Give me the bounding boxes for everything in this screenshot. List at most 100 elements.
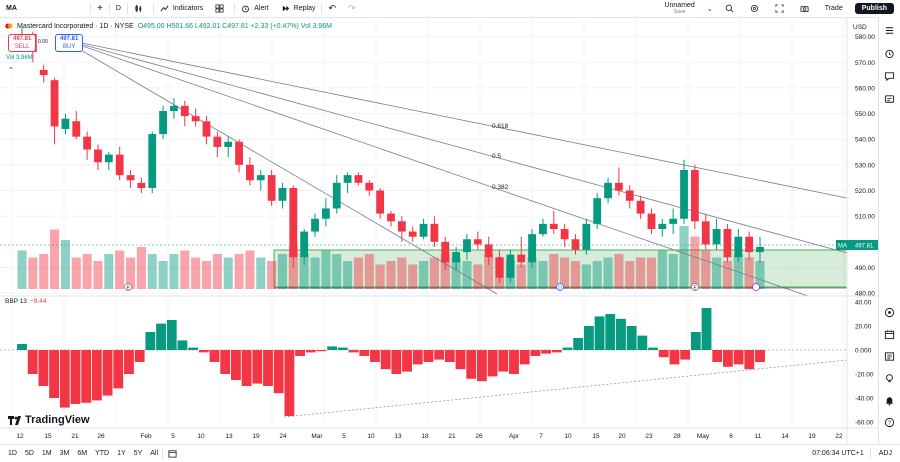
calendar-icon[interactable] xyxy=(884,329,895,340)
timeframe-5d[interactable]: 5D xyxy=(24,450,34,457)
fib-label-5: 0.5 xyxy=(492,153,501,160)
time-tick: 12 xyxy=(16,433,24,440)
replay-button[interactable]: Replay xyxy=(275,0,322,17)
earnings-marker xyxy=(691,283,699,291)
ideas-icon[interactable] xyxy=(884,373,895,384)
undo-button[interactable]: ↶ xyxy=(328,3,337,13)
chart-type-button[interactable] xyxy=(128,0,153,17)
bbp-bar xyxy=(476,350,487,382)
volume-bar xyxy=(169,254,179,289)
candle-body xyxy=(495,257,504,278)
layout-name-button[interactable]: Unnamed Save xyxy=(658,0,700,17)
bbp-bar xyxy=(744,350,755,370)
volume-bar xyxy=(28,257,38,289)
candle-body xyxy=(560,229,569,240)
spread-value: 0.00 xyxy=(38,39,48,45)
layouts-button[interactable] xyxy=(209,0,234,17)
timeframe-3m[interactable]: 3M xyxy=(59,450,70,457)
timeframe-6m[interactable]: 6M xyxy=(77,450,88,457)
bbp-bar xyxy=(701,308,712,350)
volume-bar xyxy=(267,261,277,289)
bbp-bar xyxy=(70,350,81,404)
publish-button[interactable]: Publish xyxy=(854,3,894,14)
candle-body xyxy=(343,175,352,183)
notifications-icon[interactable] xyxy=(884,395,895,406)
bbp-bar xyxy=(658,350,669,358)
time-tick: 20 xyxy=(618,433,626,440)
price-tick: 490.00 xyxy=(855,265,875,272)
timeframe-1d[interactable]: 1D xyxy=(8,450,17,457)
bbp-bar xyxy=(124,350,134,374)
quick-search-button[interactable] xyxy=(719,0,744,17)
chart-area[interactable]: 0.618 0.5 0.382 E D E USD 580.00570.0056… xyxy=(0,17,879,445)
adj-toggle[interactable]: ADJ xyxy=(878,450,892,457)
layout-menu-button[interactable]: ⌄ xyxy=(706,5,713,13)
timeframe-5y[interactable]: 5Y xyxy=(133,450,143,457)
timeframe-1m[interactable]: 1M xyxy=(41,450,52,457)
bbp-bar xyxy=(166,320,177,350)
price-tick: 580.00 xyxy=(855,34,875,41)
bbp-bar xyxy=(626,326,637,350)
add-symbol-button[interactable]: + xyxy=(97,3,103,14)
bbp-bar xyxy=(423,350,434,362)
watermark-text: TradingView xyxy=(25,414,90,426)
candle-body xyxy=(104,154,113,163)
divider xyxy=(162,448,164,459)
alarm-icon[interactable] xyxy=(884,48,895,59)
snapshot-button[interactable] xyxy=(794,0,819,17)
interval-button[interactable]: D xyxy=(110,0,127,17)
candle-body xyxy=(528,234,536,263)
date-range-icon[interactable] xyxy=(168,449,177,458)
candle-body xyxy=(170,105,178,111)
candle-body xyxy=(278,187,287,201)
price-tick: 510.00 xyxy=(855,214,875,221)
bbp-bar xyxy=(434,350,445,360)
fullscreen-button[interactable] xyxy=(769,0,794,17)
messages-icon[interactable] xyxy=(884,94,895,105)
time-tick: 13 xyxy=(394,433,402,440)
time-tick: 7 xyxy=(539,433,543,440)
sell-button[interactable]: 497.81 SELL xyxy=(8,34,37,52)
alert-button[interactable]: Alert xyxy=(235,0,274,17)
news-icon[interactable] xyxy=(884,351,895,362)
price-tick: 530.00 xyxy=(855,162,875,169)
indicators-button[interactable]: Indicators xyxy=(154,0,209,17)
bbp-bar xyxy=(444,350,455,362)
timeframe-ytd[interactable]: YTD xyxy=(95,450,110,457)
candle-body xyxy=(72,121,81,137)
candle-body xyxy=(246,164,254,181)
candle-body xyxy=(397,221,406,232)
timeframe-all[interactable]: All xyxy=(150,450,159,457)
target-icon[interactable] xyxy=(884,307,895,318)
redo-button[interactable]: ↷ xyxy=(348,3,356,13)
candle-body xyxy=(94,149,102,163)
clock[interactable]: 07:06:34 UTC+1 xyxy=(812,450,864,457)
buy-price: 497.81 xyxy=(60,36,79,42)
trade-button[interactable]: Trade xyxy=(819,0,849,17)
flag-marker xyxy=(752,283,760,291)
symbol-search[interactable]: MA xyxy=(0,0,90,17)
candle-body xyxy=(289,187,298,258)
timeframe-1y[interactable]: 1Y xyxy=(117,450,126,457)
volume-bar xyxy=(136,247,146,289)
candle-body xyxy=(745,236,754,253)
help-icon[interactable]: ? xyxy=(884,417,895,428)
replay-icon xyxy=(282,5,289,12)
symbol-title[interactable]: Mastercard Incorporated · 1D · NYSE xyxy=(17,22,134,30)
buy-button[interactable]: 497.81 BUY xyxy=(55,34,84,52)
bbp-bar xyxy=(209,350,220,362)
settings-button[interactable] xyxy=(744,0,769,17)
tradingview-watermark: TradingView xyxy=(8,414,90,426)
chat-icon[interactable] xyxy=(884,71,895,82)
collapse-legend-button[interactable]: ⌃ xyxy=(8,67,14,74)
watchlist-icon[interactable] xyxy=(884,25,895,36)
time-tick: 28 xyxy=(673,433,681,440)
bbp-tick: 20.00 xyxy=(855,324,872,331)
bbp-bar xyxy=(530,350,541,356)
time-tick: 10 xyxy=(564,433,572,440)
bbp-bar xyxy=(102,350,113,396)
divider xyxy=(321,3,323,14)
time-tick: 10 xyxy=(197,433,205,440)
bbp-bar xyxy=(188,347,199,350)
ohlc-values: O495.00 H501.66 L492.01 C497.81 +2.33 (+… xyxy=(137,22,332,30)
